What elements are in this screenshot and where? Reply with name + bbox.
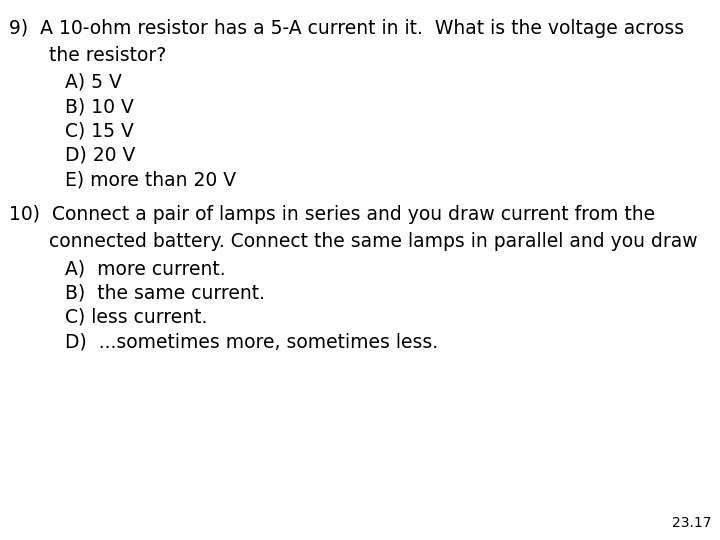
Text: the resistor?: the resistor?	[49, 46, 166, 65]
Text: D)  ...sometimes more, sometimes less.: D) ...sometimes more, sometimes less.	[65, 332, 438, 351]
Text: D) 20 V: D) 20 V	[65, 146, 135, 165]
Text: C) 15 V: C) 15 V	[65, 122, 134, 140]
Text: E) more than 20 V: E) more than 20 V	[65, 170, 236, 189]
Text: A) 5 V: A) 5 V	[65, 73, 122, 92]
Text: 9)  A 10-ohm resistor has a 5-A current in it.  What is the voltage across: 9) A 10-ohm resistor has a 5-A current i…	[9, 19, 685, 38]
Text: B)  the same current.: B) the same current.	[65, 284, 265, 302]
Text: B) 10 V: B) 10 V	[65, 97, 134, 116]
Text: 23.17: 23.17	[672, 516, 711, 530]
Text: C) less current.: C) less current.	[65, 308, 207, 327]
Text: A)  more current.: A) more current.	[65, 259, 225, 278]
Text: 10)  Connect a pair of lamps in series and you draw current from the: 10) Connect a pair of lamps in series an…	[9, 205, 655, 224]
Text: connected battery. Connect the same lamps in parallel and you draw: connected battery. Connect the same lamp…	[49, 232, 698, 251]
